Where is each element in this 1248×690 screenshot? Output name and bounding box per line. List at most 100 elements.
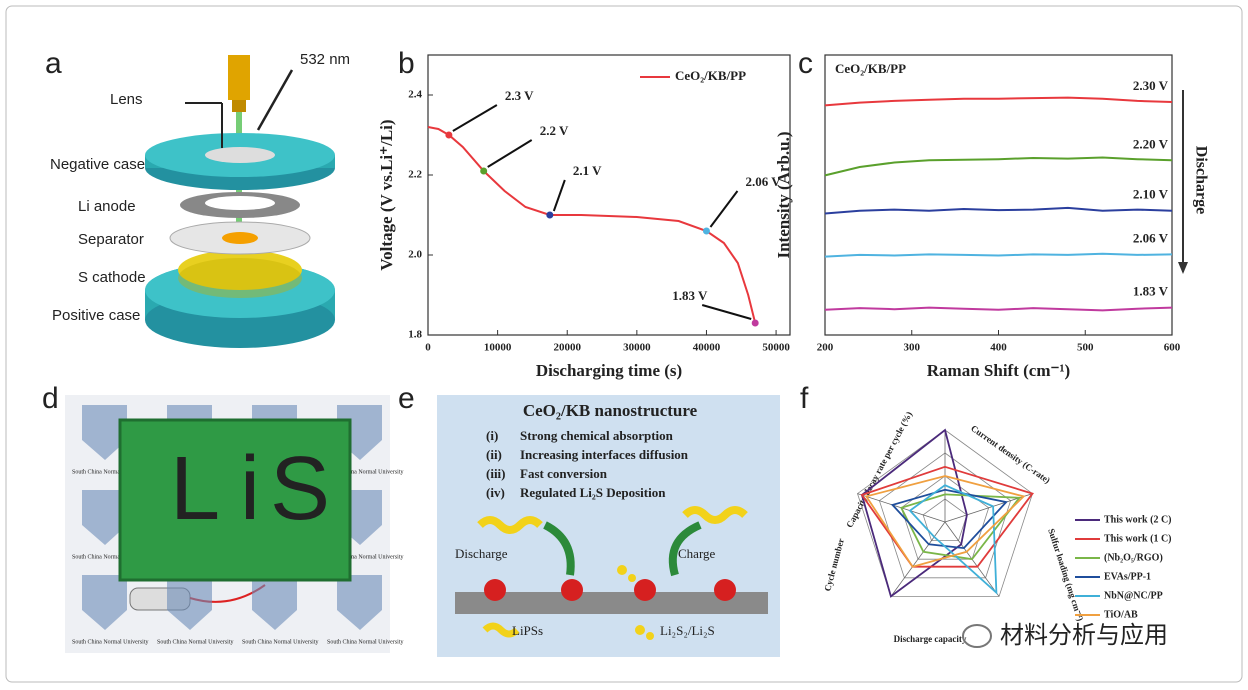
annotation-arrow [552,179,566,212]
schematic-label: Charge [678,546,716,561]
x-tick-label: 200 [817,342,834,354]
chart-title: CeO₂/KB/PP [835,61,906,76]
item-text: Fast conversion [520,466,608,481]
x-tick-label: 50000 [762,342,790,354]
annotation-arrow [487,139,533,168]
legend-label: This work (2 C) [1104,514,1172,525]
component-label: 532 nm [300,51,350,68]
series-label: 1.83 V [1133,284,1169,299]
x-axis-label: Raman Shift (cm⁻¹) [927,361,1070,380]
schematic-label: LiPSs [512,623,543,638]
x-tick-label: 400 [990,342,1007,354]
annotation-arrow [709,190,739,228]
x-tick-label: 0 [425,342,431,354]
arrow-head [1178,262,1188,274]
schematic [437,395,780,657]
coin-cell-illustration [145,55,335,348]
annotation-label: 2.2 V [540,123,569,138]
y-tick-label: 2.2 [408,169,422,181]
series-label: 2.20 V [1133,136,1169,151]
panel-label: c [798,47,813,80]
panel-label: d [42,382,59,415]
logo-text: South China Normal University [327,469,404,475]
component-label: Li anode [78,198,136,215]
y-tick-label: 1.8 [408,329,422,341]
legend-label: EVAs/PP-1 [1104,571,1151,582]
component-label: Negative case [50,156,145,173]
annotation-label: 2.06 V [745,174,781,189]
schematic-label: Discharge [455,546,508,561]
item-marker: (iii) [486,466,506,481]
annotation-point [480,167,488,175]
watermark: 材料分析与应用 [1000,621,1168,649]
item-text: Increasing interfaces diffusion [520,447,689,462]
item-marker: (ii) [486,447,502,462]
data-line [824,252,1173,258]
annotation-label: 2.3 V [505,88,534,103]
annotation-arrow [701,304,752,320]
x-tick-label: 20000 [553,342,581,354]
y-tick-label: 2.4 [408,89,422,101]
logo-text: South China Normal University [72,469,149,475]
component-label: Positive case [52,307,140,324]
board-text: Li [170,439,280,539]
note: Discharge [1192,146,1209,214]
x-tick-label: 40000 [693,342,721,354]
logo [82,405,127,460]
radar-axis [890,521,946,597]
legend-label: (Nb₂O₅/RGO) [1104,552,1163,563]
x-tick-label: 600 [1164,342,1181,354]
board-text: S [270,439,330,539]
logo [82,575,127,630]
component-label: Lens [110,91,143,108]
legend-label: NbN@NC/PP [1104,590,1163,601]
y-axis-label: Intensity (Arb.u.) [774,131,793,258]
logo [82,490,127,545]
data-line [824,306,1173,312]
item-marker: (iv) [486,485,505,500]
item-text: Regulated Li₂S Deposition [520,485,666,500]
panel-label: f [800,382,809,415]
data-line [824,96,1173,107]
annotation-point [702,227,710,235]
x-tick-label: 10000 [484,342,512,354]
logo-text: South China Normal University [327,554,404,560]
item-marker: (i) [486,428,498,443]
annotation-label: 1.83 V [672,288,708,303]
board [118,418,352,582]
panel-label: b [398,47,415,80]
component-label: S cathode [78,269,146,286]
legend-label: CeO₂/KB/PP [675,68,746,83]
watermark-icon [962,624,992,648]
radar-grid [922,498,968,541]
x-axis-label: Discharging time (s) [536,361,682,380]
radar-grid [900,475,990,560]
x-tick-label: 300 [904,342,921,354]
schematic-title: CeO₂/KB nanostructure [523,401,698,420]
radar-series [890,488,1008,550]
annotation-point [751,319,759,327]
plot-frame [427,54,791,336]
radar-series [900,493,1022,561]
logo-text: South China Normal University [242,639,319,645]
series-label: 2.10 V [1133,187,1169,202]
annotation-point [546,211,554,219]
panel-label: a [45,47,62,80]
legend-label: TiO/AB [1104,609,1138,620]
logo [337,575,382,630]
logo [252,575,297,630]
logo [167,575,212,630]
annotation-point [445,131,453,139]
logo-text: South China Normal University [72,639,149,645]
legend-label: This work (1 C) [1104,533,1172,544]
data-line [824,206,1173,215]
logo-text: South China Normal University [157,639,234,645]
logo-text: South China Normal University [72,554,149,560]
series-label: 2.06 V [1133,230,1169,245]
y-tick-label: 2.0 [408,249,422,261]
annotation-label: 2.1 V [573,163,602,178]
series-label: 2.30 V [1133,78,1169,93]
panel-label: e [398,382,415,415]
radar-grid [878,452,1012,579]
